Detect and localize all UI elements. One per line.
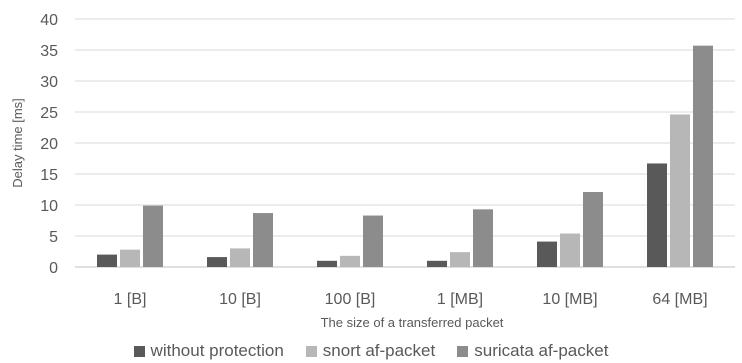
x-tick-labels: 1 [B] 10 [B] 100 [B] 1 [MB] 10 [MB] 64 [MB] — [114, 291, 708, 308]
bar — [97, 254, 117, 267]
y-tick-label: 20 — [40, 136, 58, 153]
legend-label: snort af-packet — [322, 341, 436, 360]
y-axis-label: Delay time [ms] — [10, 98, 25, 188]
legend-item: snort af-packet — [305, 341, 436, 361]
bar — [473, 209, 493, 267]
bar — [143, 205, 163, 267]
legend-label: suricata af-packet — [474, 341, 609, 360]
y-tick-label: 40 — [40, 12, 58, 29]
bar — [230, 248, 250, 267]
bar — [340, 255, 360, 267]
bar — [120, 249, 140, 267]
x-tick-label: 10 [MB] — [542, 291, 597, 308]
y-tick-label: 0 — [49, 260, 58, 277]
bar — [583, 191, 603, 267]
legend-swatch — [457, 345, 469, 357]
bar-chart: 0 5 10 15 20 25 30 35 40 1 [B] 10 [B] 100 [B] 1 [MB… — [10, 12, 735, 330]
bar — [450, 252, 470, 267]
x-tick-label: 10 [B] — [219, 291, 261, 308]
bar — [647, 163, 667, 267]
legend: without protection snort af-packet suricat… — [0, 340, 742, 362]
legend-item: suricata af-packet — [457, 341, 608, 361]
legend-label: without protection — [150, 341, 284, 360]
y-tick-label: 30 — [40, 74, 58, 91]
bar — [560, 233, 580, 267]
gridlines — [75, 18, 735, 268]
bar — [207, 257, 227, 267]
y-tick-label: 5 — [49, 229, 58, 246]
x-tick-label: 64 [MB] — [652, 291, 707, 308]
y-tick-label: 35 — [40, 43, 58, 60]
y-tick-label: 10 — [40, 198, 58, 215]
bar — [317, 260, 337, 267]
x-tick-label: 100 [B] — [325, 291, 376, 308]
legend-swatch — [133, 345, 145, 357]
y-tick-labels: 0 5 10 15 20 25 30 35 40 — [40, 12, 58, 277]
x-axis-label: The size of a transferred packet — [321, 315, 504, 330]
bar — [253, 213, 273, 267]
bars — [97, 45, 713, 267]
bar — [670, 114, 690, 267]
legend-swatch — [305, 345, 317, 357]
x-tick-label: 1 [MB] — [437, 291, 483, 308]
y-tick-label: 15 — [40, 167, 58, 184]
bar — [427, 260, 447, 267]
bar — [693, 45, 713, 267]
bar — [363, 215, 383, 267]
bar — [537, 241, 557, 267]
y-tick-label: 25 — [40, 105, 58, 122]
x-tick-label: 1 [B] — [114, 291, 147, 308]
legend-item: without protection — [133, 341, 284, 361]
